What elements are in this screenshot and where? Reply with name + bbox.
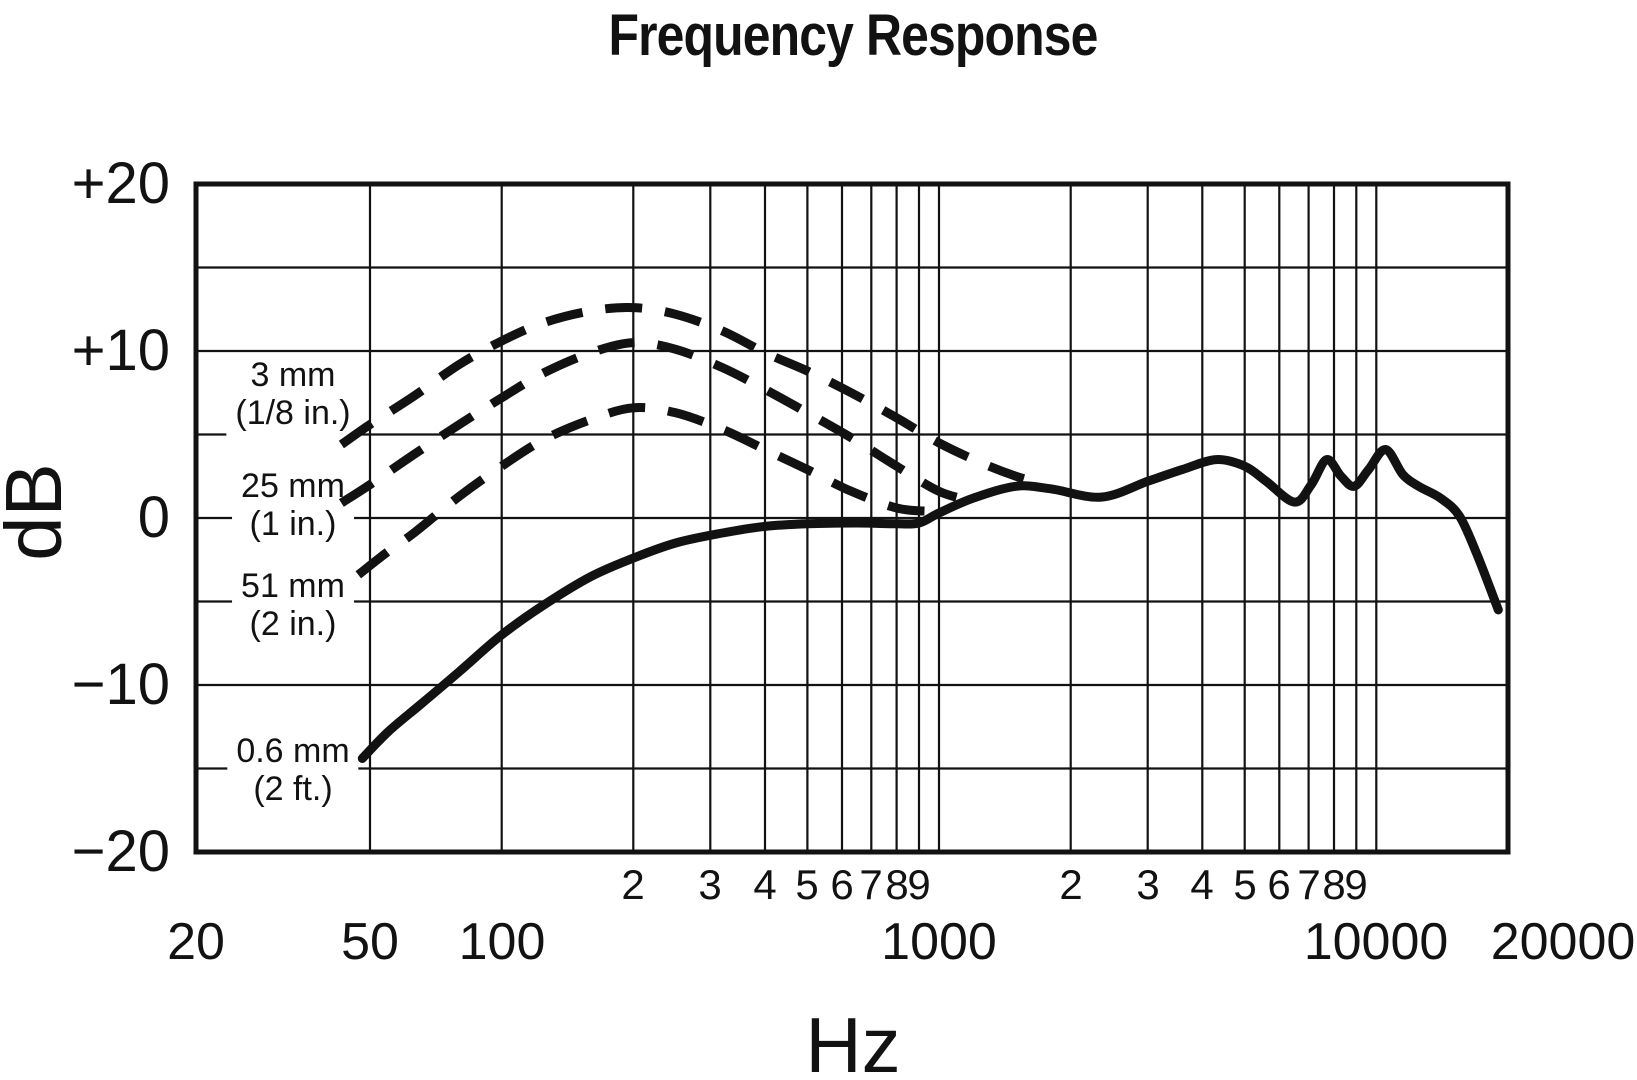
x-minor-label-9000: 9: [1344, 861, 1368, 908]
curve-label-51-mm: 51 mm (2 in.): [232, 565, 354, 651]
x-minor-label-200: 2: [621, 861, 645, 908]
curve-label-25-mm: 25 mm (1 in.): [232, 465, 354, 551]
y-gridlines: [196, 266, 1508, 770]
curve-label-3-mm: 3 mm (1/8 in.): [226, 354, 360, 440]
x-minor-label-2000: 2: [1059, 861, 1083, 908]
x-tick-label-1000: 1000: [881, 913, 997, 971]
x-minor-label-400: 4: [753, 861, 777, 908]
plot-border: [193, 181, 1511, 855]
curve-label-distance: 25 mm: [241, 467, 345, 505]
x-minor-label-4000: 4: [1190, 861, 1214, 908]
curve-label-distance-alt: (1 in.): [249, 505, 337, 543]
x-tick-label-10000: 10000: [1303, 913, 1449, 971]
curve-label-distance-alt: (2 ft.): [253, 770, 333, 808]
curve-label-distance: 3 mm: [250, 356, 336, 394]
x-minor-label-900: 9: [907, 861, 931, 908]
x-minor-label-7000: 7: [1297, 861, 1321, 908]
curve-label-distance-alt: (2 in.): [249, 605, 337, 643]
curve-label-distance-alt: (1/8 in.): [235, 394, 351, 432]
x-minor-label-600: 6: [830, 861, 854, 908]
x-tick-label-20: 20: [167, 913, 225, 971]
y-tick-label-10: +10: [71, 318, 170, 383]
x-tick-label-20000: 20000: [1490, 913, 1636, 971]
y-tick-label-0: 0: [137, 485, 170, 550]
curve-3-mm-1-8-in: [338, 302, 1041, 488]
curve-label-0.6-mm: 0.6 mm (2 ft.): [227, 730, 359, 816]
x-minor-label-8000: 8: [1322, 861, 1346, 908]
x-minor-label-700: 7: [859, 861, 883, 908]
y-tick-label--20: −20: [71, 819, 170, 884]
curve-label-distance: 51 mm: [241, 567, 345, 605]
x-minor-label-5000: 5: [1233, 861, 1257, 908]
y-tick-label-20: +20: [71, 151, 170, 216]
curve-25-mm-1-in: [338, 338, 975, 507]
x-minor-label-500: 5: [795, 861, 819, 908]
x-minor-label-300: 3: [698, 861, 722, 908]
curve-51-mm-2-in: [355, 403, 930, 579]
x-tick-label-100: 100: [458, 913, 546, 971]
x-minor-label-3000: 3: [1136, 861, 1160, 908]
x-minor-label-6000: 6: [1267, 861, 1291, 908]
curve-0-6-mm-2-ft: [357, 445, 1503, 763]
x-axis-title: Hz: [805, 1001, 901, 1080]
x-tick-label-50: 50: [341, 913, 399, 971]
curve-label-distance: 0.6 mm: [236, 732, 350, 770]
chart-title: Frequency Response: [608, 3, 1098, 68]
x-minor-label-800: 8: [885, 861, 909, 908]
y-tick-label--10: −10: [71, 652, 170, 717]
